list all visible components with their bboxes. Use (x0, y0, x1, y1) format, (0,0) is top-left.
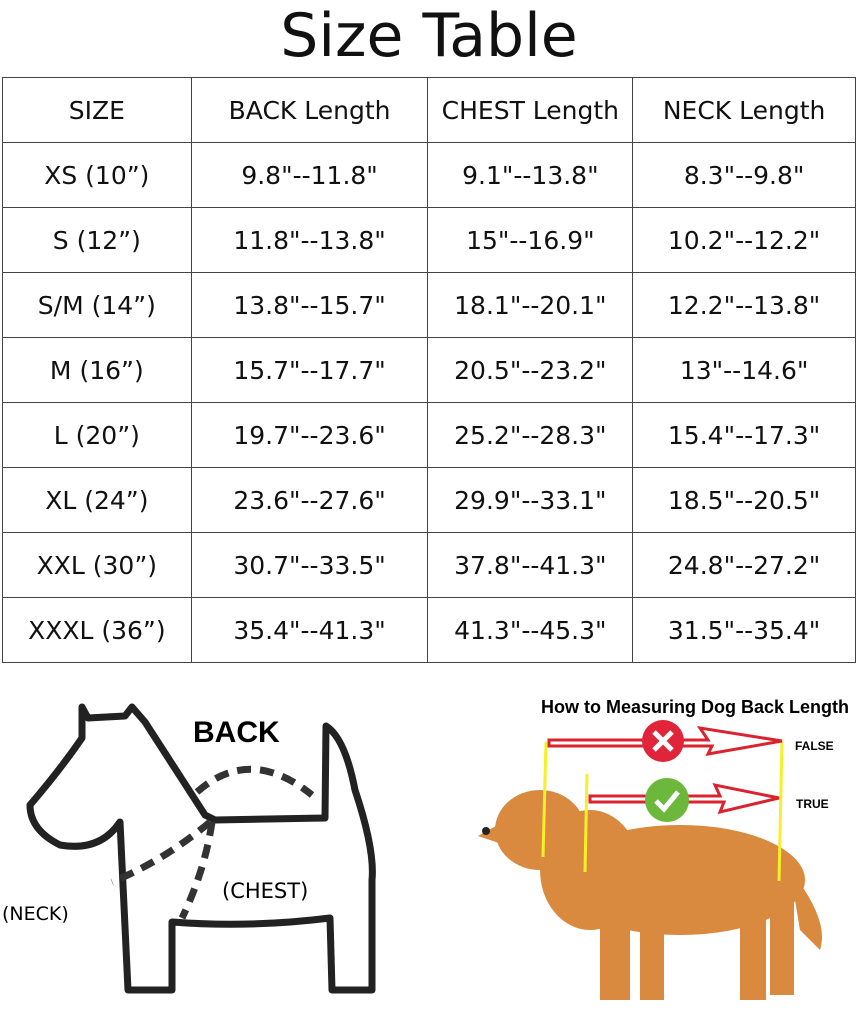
table-cell: 9.8"--11.8" (190, 142, 429, 208)
column-header: NECK Length (632, 77, 856, 143)
chest-label: (CHEST) (222, 879, 308, 903)
table-cell: L (20”) (2, 402, 192, 468)
dog-outline-diagram: BACK (CHEST) (NECK) (2, 703, 376, 994)
table-cell: 18.5"--20.5" (632, 467, 856, 533)
false-start-line (541, 741, 548, 858)
true-label: TRUE (796, 797, 829, 811)
table-row: XS (10”) 9.8"--11.8" 9.1"--13.8" 8.3"--9.8" (2, 142, 856, 208)
table-cell: 13.8"--15.7" (190, 272, 429, 338)
table-cell: XL (24”) (2, 467, 192, 533)
table-row: M (16”) 15.7"--17.7" 20.5"--23.2" 13"--14.6… (2, 337, 856, 403)
table-row: XXXL (36”) 35.4"--41.3" 41.3"--45.3" 31.5"-… (2, 597, 856, 663)
page-title: Size Table (280, 1, 578, 71)
table-cell: 11.8"--13.8" (190, 207, 429, 273)
table-cell: 9.1"--13.8" (427, 142, 634, 208)
back-label: BACK (193, 716, 280, 749)
table-cell: M (16”) (2, 337, 192, 403)
table-cell: 15.4"--17.3" (632, 402, 856, 468)
false-label: FALSE (795, 739, 834, 753)
table-row: L (20”) 19.7"--23.6" 25.2"--28.3" 15.4"--17… (2, 402, 856, 468)
table-cell: 19.7"--23.6" (190, 402, 429, 468)
table-cell: 24.8"--27.2" (632, 532, 856, 598)
table-cell: 41.3"--45.3" (427, 597, 634, 663)
table-cell: 8.3"--9.8" (632, 142, 856, 208)
table-cell: 31.5"--35.4" (632, 597, 856, 663)
back-measure-line (194, 765, 315, 798)
column-header: BACK Length (190, 77, 429, 143)
table-cell: S (12”) (2, 207, 192, 273)
table-cell: 25.2"--28.3" (427, 402, 634, 468)
table-cell: 15.7"--17.7" (190, 337, 429, 403)
column-header: CHEST Length (427, 77, 634, 143)
neck-measure-line (110, 819, 213, 886)
photo-heading: How to Measuring Dog Back Length (541, 697, 849, 717)
table-cell: 29.9"--33.1" (427, 467, 634, 533)
neck-label: (NECK) (2, 903, 69, 925)
column-header: SIZE (2, 77, 192, 143)
table-cell: 13"--14.6" (632, 337, 856, 403)
size-table: SIZE BACK Length CHEST Length NECK Length XS… (2, 77, 856, 663)
dog-photo: How to Measuring Dog Back Length FALSE T… (478, 697, 849, 1000)
dog-outline (26, 703, 376, 994)
table-cell: 12.2"--13.8" (632, 272, 856, 338)
table-cell: 37.8"--41.3" (427, 532, 634, 598)
table-cell: S/M (14”) (2, 272, 192, 338)
table-header-row: SIZE BACK Length CHEST Length NECK Length (2, 77, 856, 143)
dog-shape (478, 790, 822, 1000)
table-row: XL (24”) 23.6"--27.6" 29.9"--33.1" 18.5"--2… (2, 467, 856, 533)
table-cell: 23.6"--27.6" (190, 467, 429, 533)
table-cell: 18.1"--20.1" (427, 272, 634, 338)
table-cell: 35.4"--41.3" (190, 597, 429, 663)
table-cell: XXXL (36”) (2, 597, 192, 663)
table-cell: 20.5"--23.2" (427, 337, 634, 403)
table-cell: XS (10”) (2, 142, 192, 208)
table-row: XXL (30”) 30.7"--33.5" 37.8"--41.3" 24.8"--… (2, 532, 856, 598)
chest-measure-line (178, 821, 216, 920)
end-line (777, 741, 784, 882)
table-row: S/M (14”) 13.8"--15.7" 18.1"--20.1" 12.2"--… (2, 272, 856, 338)
table-cell: 15"--16.9" (427, 207, 634, 273)
table-row: S (12”) 11.8"--13.8" 15"--16.9" 10.2"--12.2… (2, 207, 856, 273)
table-cell: 10.2"--12.2" (632, 207, 856, 273)
table-cell: XXL (30”) (2, 532, 192, 598)
table-cell: 30.7"--33.5" (190, 532, 429, 598)
true-start-line (583, 773, 589, 873)
check-icon (645, 778, 689, 822)
